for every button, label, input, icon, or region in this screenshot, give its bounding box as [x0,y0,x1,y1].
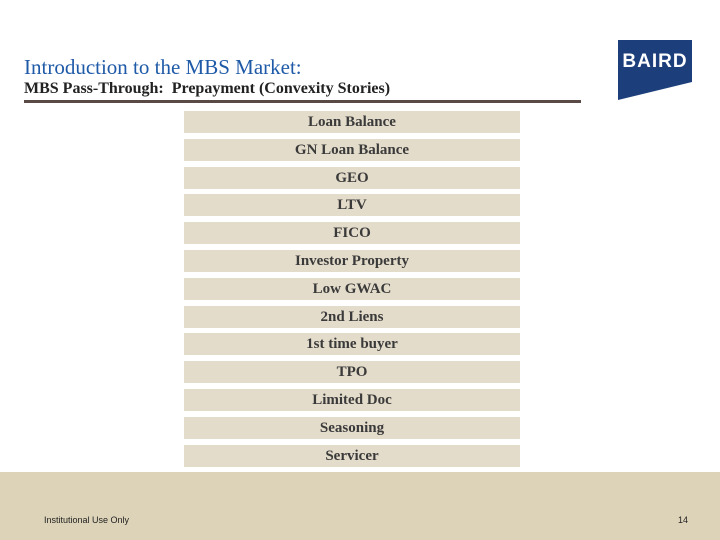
list-item: Limited Doc [184,388,520,411]
list-item: Low GWAC [184,277,520,300]
footer-note: Institutional Use Only [44,515,130,525]
logo: BAIRD [618,40,692,100]
list-item: FICO [184,222,520,245]
rule [24,100,581,103]
list: Loan Balance GN Loan Balance GEO LTV FICO Inv… [184,111,520,472]
title: Introduction to the MBS Market: [24,55,302,79]
list-item: GN Loan Balance [184,138,520,161]
list-item: GEO [184,166,520,189]
list-item: Loan Balance [184,111,520,133]
list-item: 2nd Liens [184,305,520,328]
list-item: Investor Property [184,249,520,272]
list-item: Servicer [184,444,520,467]
list-item: 1st time buyer [184,333,520,356]
list-item: LTV [184,194,520,217]
footer: Institutional Use Only 14 [0,472,720,540]
list-item: Seasoning [184,416,520,439]
page-number: 14 [677,515,688,525]
subtitle: MBS Pass-Through: Prepayment (Convexity … [24,80,391,97]
list-item: TPO [184,361,520,384]
